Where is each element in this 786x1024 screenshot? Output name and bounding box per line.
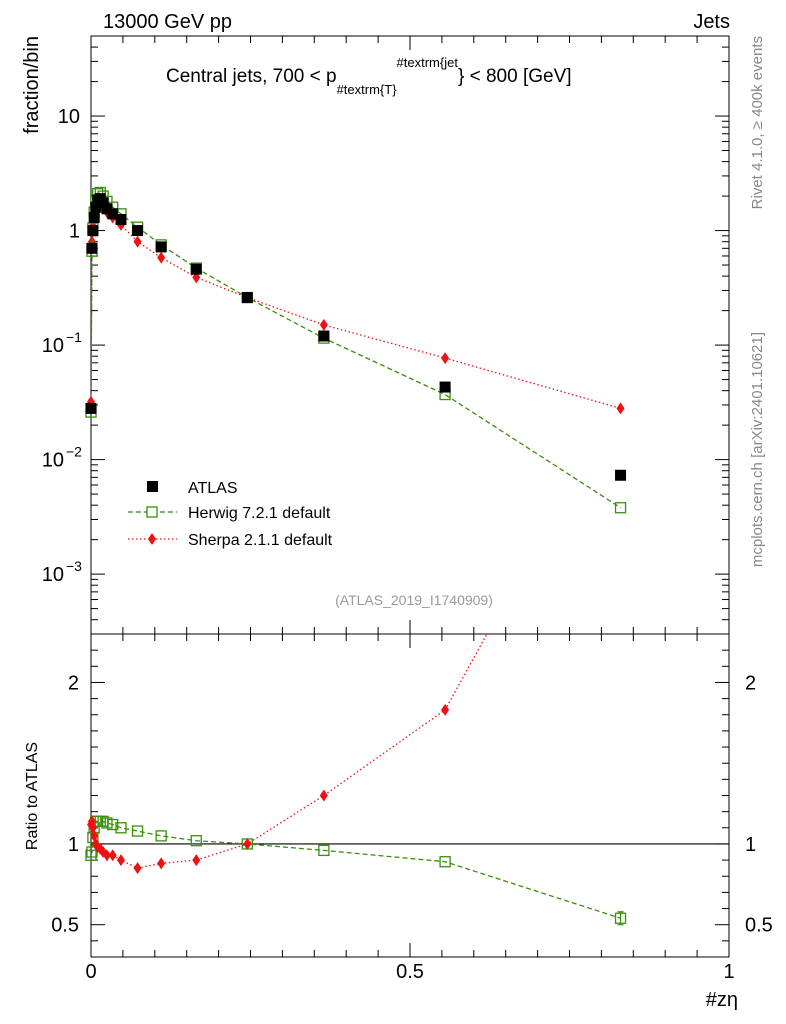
ratio-point-sherpa	[157, 857, 166, 870]
main-series	[85, 186, 627, 514]
main-point-atlas	[86, 242, 98, 254]
main-point-atlas	[318, 330, 330, 342]
legend-marker-atlas	[147, 481, 158, 492]
main-point-atlas	[97, 197, 109, 209]
xtick-label: 1	[723, 961, 734, 983]
main-point-atlas	[190, 263, 202, 275]
title-sup: #textrm{jet	[397, 55, 459, 70]
ratio-point-herwig	[439, 856, 451, 868]
ratio-ytick-label-left: 0.5	[51, 915, 79, 937]
energy-label: 13000 GeV pp	[103, 11, 232, 33]
legend-label-atlas: ATLAS	[188, 480, 238, 497]
ratio-point-sherpa	[441, 703, 450, 716]
main-point-atlas	[615, 469, 627, 481]
main-point-sherpa	[441, 352, 450, 365]
ratio-point-herwig	[318, 844, 330, 857]
ratio-ytick-label-right: 0.5	[745, 915, 773, 937]
main-ytick-exponent: −2	[66, 444, 82, 460]
ratio-point-sherpa	[319, 789, 328, 802]
title-main: Central jets, 700 < p	[166, 66, 337, 87]
x-axis-label: #zη	[706, 989, 738, 1011]
main-point-atlas	[132, 225, 144, 237]
ratio-ytick-label-left: 2	[68, 672, 79, 694]
xtick-label: 0.5	[396, 961, 424, 983]
main-ytick-exponent: −3	[66, 558, 82, 574]
main-ytick-label: 10	[42, 450, 64, 472]
main-point-atlas	[155, 241, 167, 253]
main-point-atlas	[88, 212, 100, 224]
ratio-point-sherpa	[192, 854, 201, 867]
main-ytick-label: 10	[42, 564, 64, 586]
main-point-atlas	[241, 292, 253, 304]
ratio-point-sherpa	[102, 849, 111, 862]
ratio-ylabel: Ratio to ATLAS	[24, 742, 41, 850]
ratio-point-herwig	[155, 830, 167, 842]
main-point-sherpa	[157, 251, 166, 264]
ratio-point-sherpa	[243, 837, 252, 850]
legend-label-sherpa: Sherpa 2.1.1 default	[188, 532, 333, 549]
mcplots-label: mcplots.cern.ch [arXiv:2401.10621]	[749, 332, 766, 567]
main-ytick-label: 10	[58, 106, 80, 128]
ratio-point-herwig	[190, 835, 202, 847]
ratio-axis-ticks: 2 2 1 1 0.5 0.5 0 0.5 1	[51, 633, 773, 983]
main-point-atlas	[90, 201, 102, 213]
xtick-label: 0	[85, 961, 96, 983]
ratio-point-sherpa	[133, 862, 142, 875]
main-ylabel: fraction/bin	[21, 36, 43, 134]
ratio-ytick-label-left: 1	[68, 834, 79, 856]
ratio-series	[85, 634, 627, 926]
legend: ATLAS Herwig 7.2.1 default Sherpa 2.1.1 …	[128, 480, 333, 549]
main-ytick-label: 10	[42, 335, 64, 357]
main-point-atlas	[101, 203, 113, 215]
ratio-point-herwig	[107, 818, 119, 831]
title-tail: } < 800 [GeV]	[458, 66, 572, 87]
ratio-point-herwig	[85, 849, 97, 861]
rivet-version-label: Rivet 4.1.0, ≥ 400k events	[749, 36, 766, 209]
plot-title: Central jets, 700 < p#textrm{T}#textrm{j…	[166, 55, 572, 97]
main-point-atlas	[115, 213, 127, 225]
main-point-herwig	[614, 502, 627, 514]
main-point-atlas	[107, 208, 119, 220]
main-ytick-label: 1	[69, 221, 80, 243]
ratio-point-herwig	[131, 825, 144, 837]
main-line-sherpa	[91, 199, 621, 410]
title-close: }	[392, 82, 397, 97]
ratio-ytick-label-right: 1	[745, 834, 756, 856]
ratio-panel-frame	[90, 633, 730, 958]
main-point-atlas	[85, 402, 97, 414]
main-line-herwig	[91, 191, 621, 509]
legend-marker-sherpa	[148, 533, 156, 545]
ratio-ytick-label-right: 2	[745, 672, 756, 694]
legend-marker-herwig	[146, 506, 158, 518]
legend-label-herwig: Herwig 7.2.1 default	[188, 505, 331, 522]
main-ytick-exponent: −1	[66, 329, 82, 345]
main-panel-frame	[90, 35, 730, 635]
ratio-line-herwig	[91, 820, 621, 919]
main-point-sherpa	[133, 235, 142, 248]
main-point-atlas	[439, 381, 451, 393]
ratio-point-sherpa	[116, 854, 125, 867]
ratio-point-herwig	[614, 912, 627, 924]
ratio-point-sherpa	[88, 821, 97, 834]
main-point-sherpa	[319, 318, 328, 331]
main-point-sherpa	[616, 402, 625, 415]
ratio-point-herwig	[101, 817, 113, 829]
category-label: Jets	[693, 11, 730, 33]
analysis-id: (ATLAS_2019_I1740909)	[335, 592, 493, 608]
main-point-atlas	[87, 225, 99, 237]
ratio-line-sherpa	[91, 634, 488, 869]
ratio-point-sherpa	[108, 849, 117, 862]
title-sub: #textrm{T	[337, 82, 393, 97]
ratio-point-herwig	[115, 822, 127, 834]
